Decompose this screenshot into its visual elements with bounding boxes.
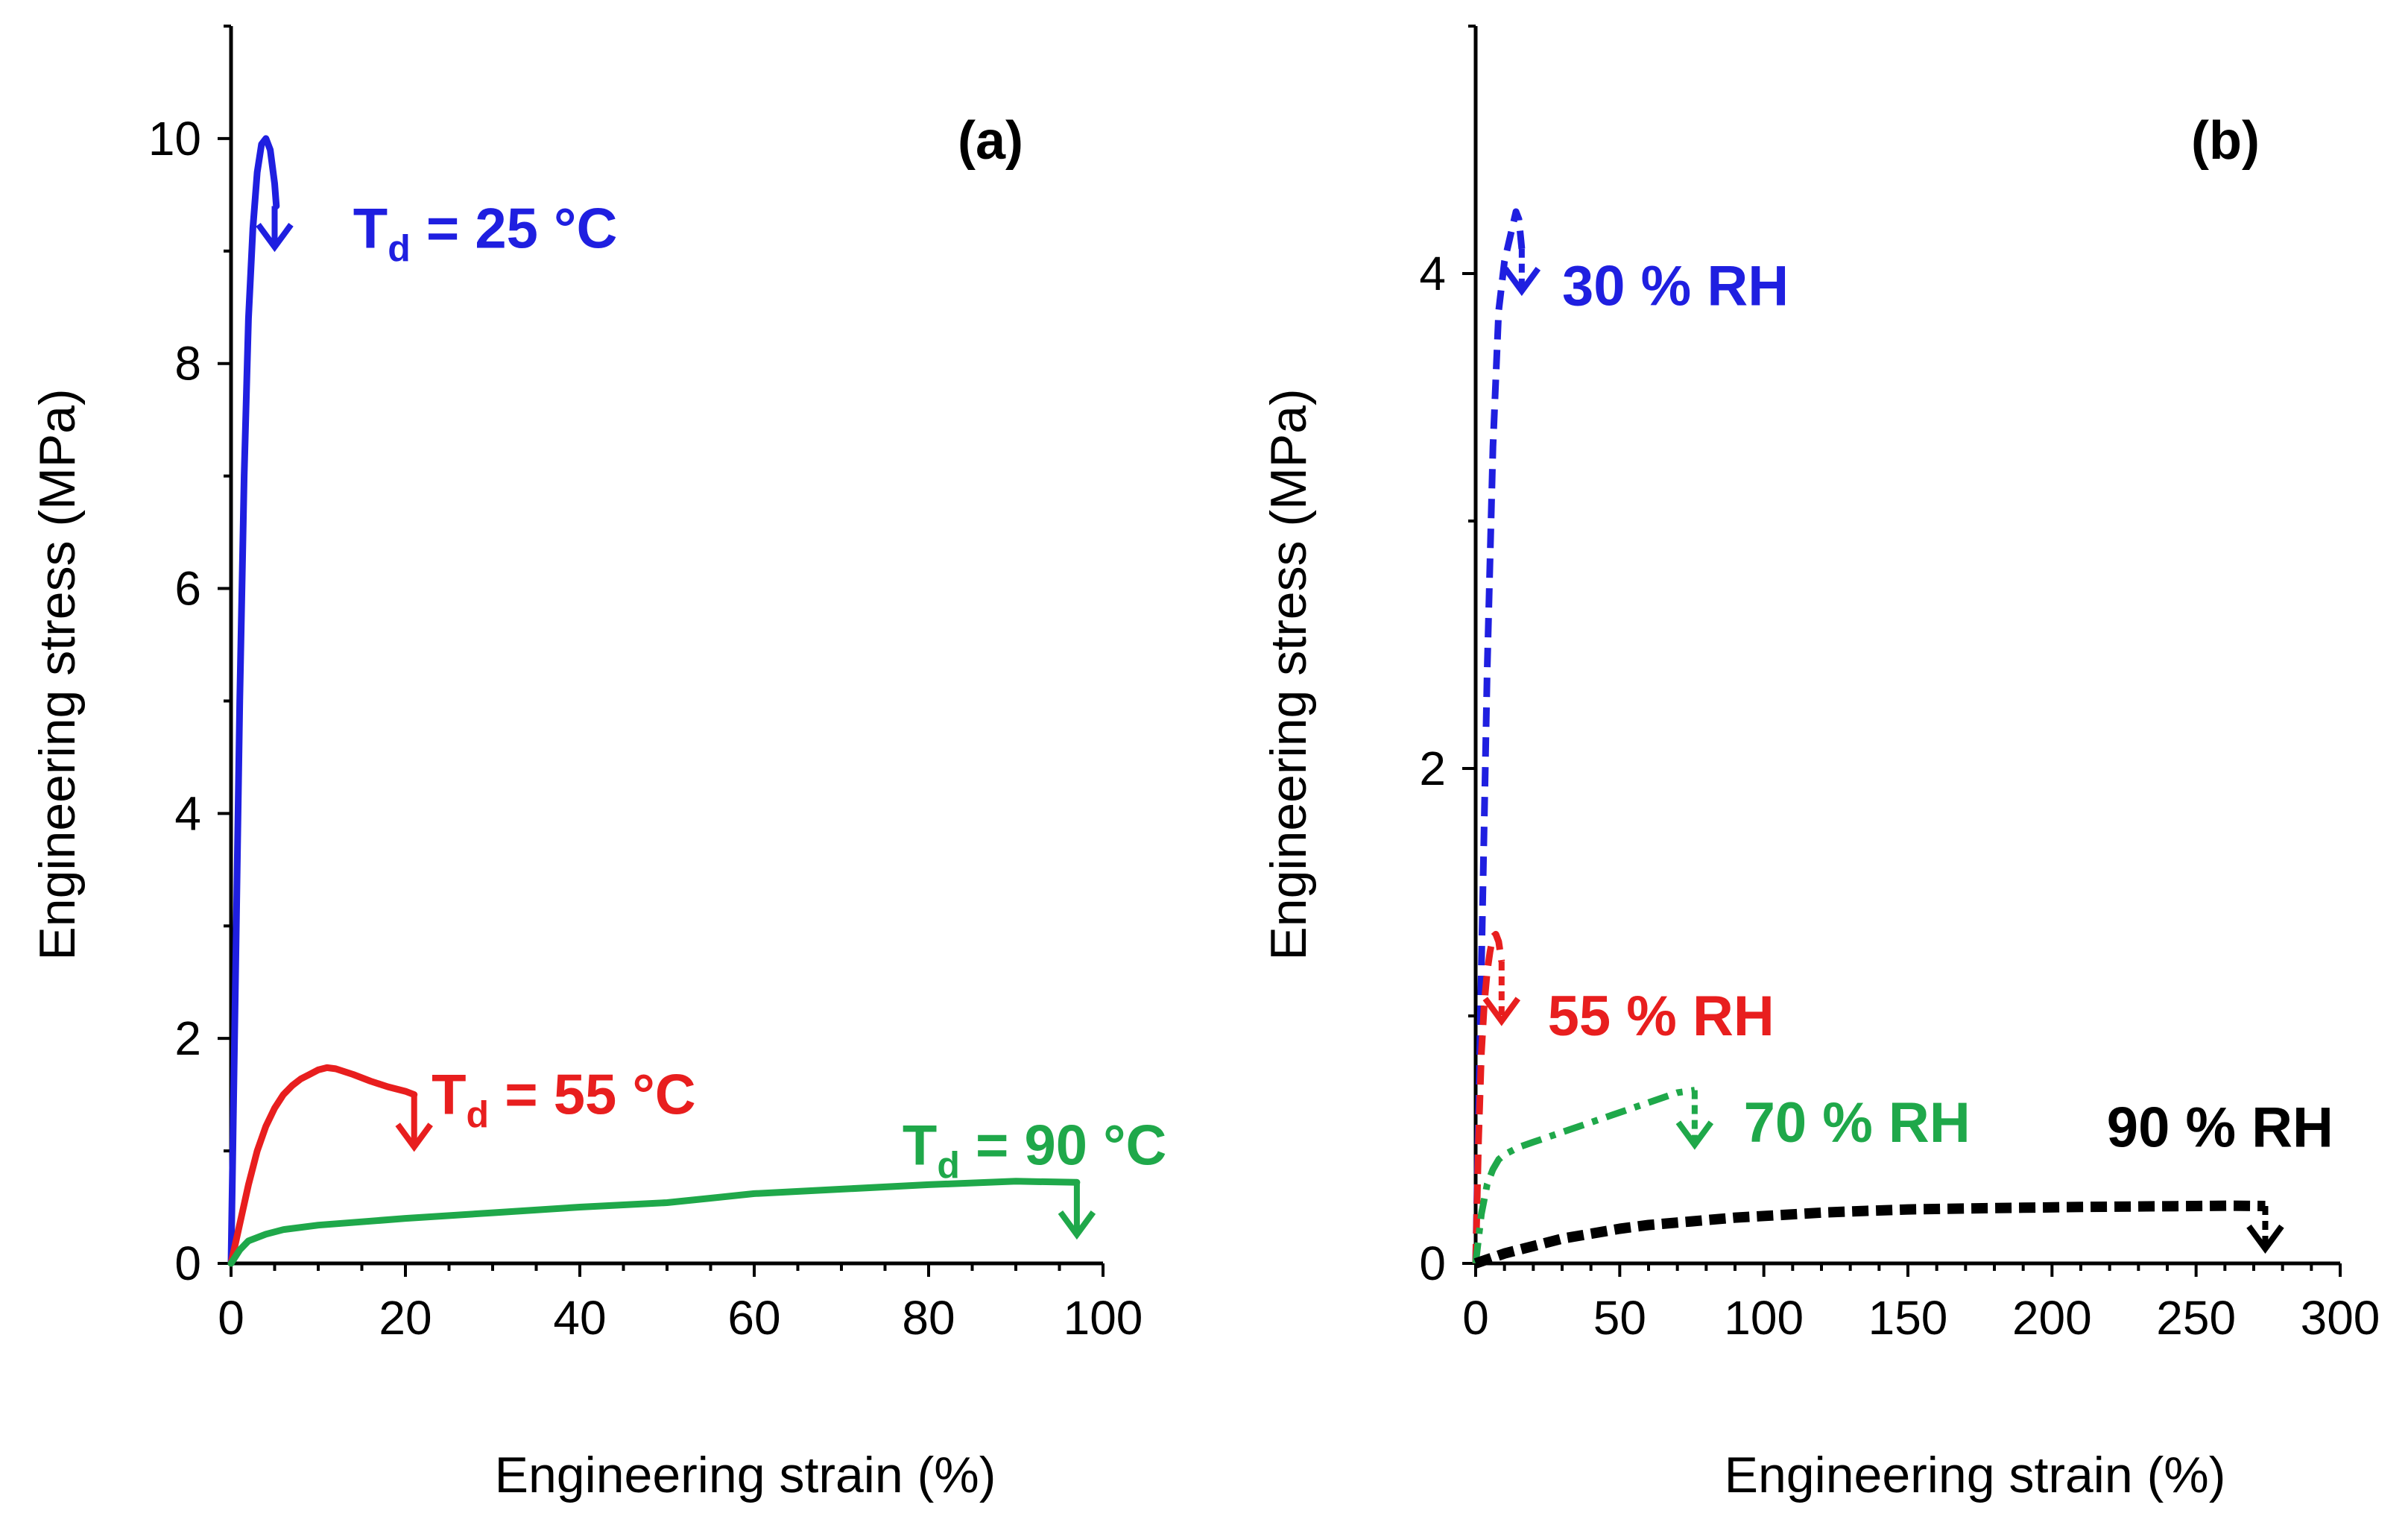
panel-a: (a) Engineering stress (MPa) Engineering… <box>29 25 1167 1503</box>
break-arrow-head <box>1502 267 1541 297</box>
x-tick-label: 0 <box>1462 1291 1489 1345</box>
y-tick-label: 2 <box>174 1011 201 1065</box>
series-line-b-2 <box>1472 1087 1696 1264</box>
break-arrow-head <box>2246 1224 2284 1254</box>
series-label: Td = 90 °C <box>903 1114 1167 1187</box>
panel-a-label: (a) <box>958 111 1023 171</box>
x-tick-label: 150 <box>1868 1291 1948 1345</box>
series-line-b-0 <box>1472 208 1526 1264</box>
break-arrow-head <box>1482 997 1521 1026</box>
series-label: Td = 55 °C <box>432 1064 696 1136</box>
panel-b-xlabel: Engineering strain (%) <box>1725 1447 2226 1503</box>
panel-b-label: (b) <box>2191 111 2260 171</box>
x-tick-label: 200 <box>2012 1291 2092 1345</box>
x-tick-label: 250 <box>2156 1291 2236 1345</box>
series-label: 90 % RH <box>2107 1096 2333 1159</box>
y-tick-label: 8 <box>174 337 201 391</box>
y-tick-label: 10 <box>148 112 201 165</box>
series-line-b-3 <box>1473 1200 2266 1269</box>
x-tick-label: 50 <box>1593 1291 1646 1345</box>
series-line-b-1 <box>1472 930 1505 1264</box>
y-tick-label: 4 <box>174 786 201 840</box>
break-arrow-head <box>1675 1120 1714 1150</box>
panel-a-xlabel: Engineering strain (%) <box>495 1447 996 1503</box>
y-tick-label: 4 <box>1419 247 1446 300</box>
break-arrow-head <box>1058 1210 1096 1240</box>
x-tick-label: 60 <box>727 1291 780 1345</box>
panel-b-ylabel: Engineering stress (MPa) <box>1260 388 1317 960</box>
series-line-a-1 <box>227 1064 418 1267</box>
series-line-a-0 <box>227 135 280 1267</box>
y-tick-label: 2 <box>1419 742 1446 795</box>
x-tick-label: 20 <box>379 1291 432 1345</box>
x-tick-label: 40 <box>553 1291 606 1345</box>
series-label: 55 % RH <box>1548 985 1775 1048</box>
break-arrow-head <box>256 222 294 253</box>
y-tick-label: 0 <box>174 1237 201 1290</box>
y-tick-label: 0 <box>1419 1237 1446 1290</box>
x-tick-label: 100 <box>1064 1291 1143 1345</box>
x-tick-label: 300 <box>2301 1291 2380 1345</box>
y-tick-label: 6 <box>174 562 201 616</box>
panel-a-ylabel: Engineering stress (MPa) <box>29 388 86 960</box>
series-line-a-2 <box>227 1178 1081 1267</box>
series-label: 70 % RH <box>1744 1091 1971 1155</box>
x-tick-label: 80 <box>902 1291 955 1345</box>
panel-b: (b) Engineering stress (MPa) Engineering… <box>1260 25 2380 1503</box>
break-arrow-head <box>395 1123 433 1152</box>
x-tick-label: 0 <box>218 1291 244 1345</box>
series-label: 30 % RH <box>1562 255 1789 318</box>
series-label: Td = 25 °C <box>353 198 618 270</box>
x-tick-label: 100 <box>1724 1291 1804 1345</box>
